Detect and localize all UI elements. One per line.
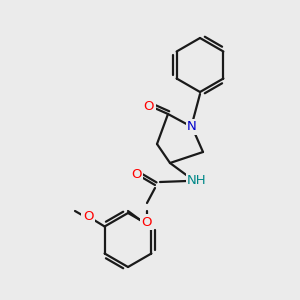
Text: NH: NH <box>187 175 207 188</box>
Text: N: N <box>187 121 197 134</box>
Text: O: O <box>131 169 141 182</box>
Text: O: O <box>144 100 154 112</box>
Text: O: O <box>142 215 152 229</box>
Text: O: O <box>83 211 93 224</box>
